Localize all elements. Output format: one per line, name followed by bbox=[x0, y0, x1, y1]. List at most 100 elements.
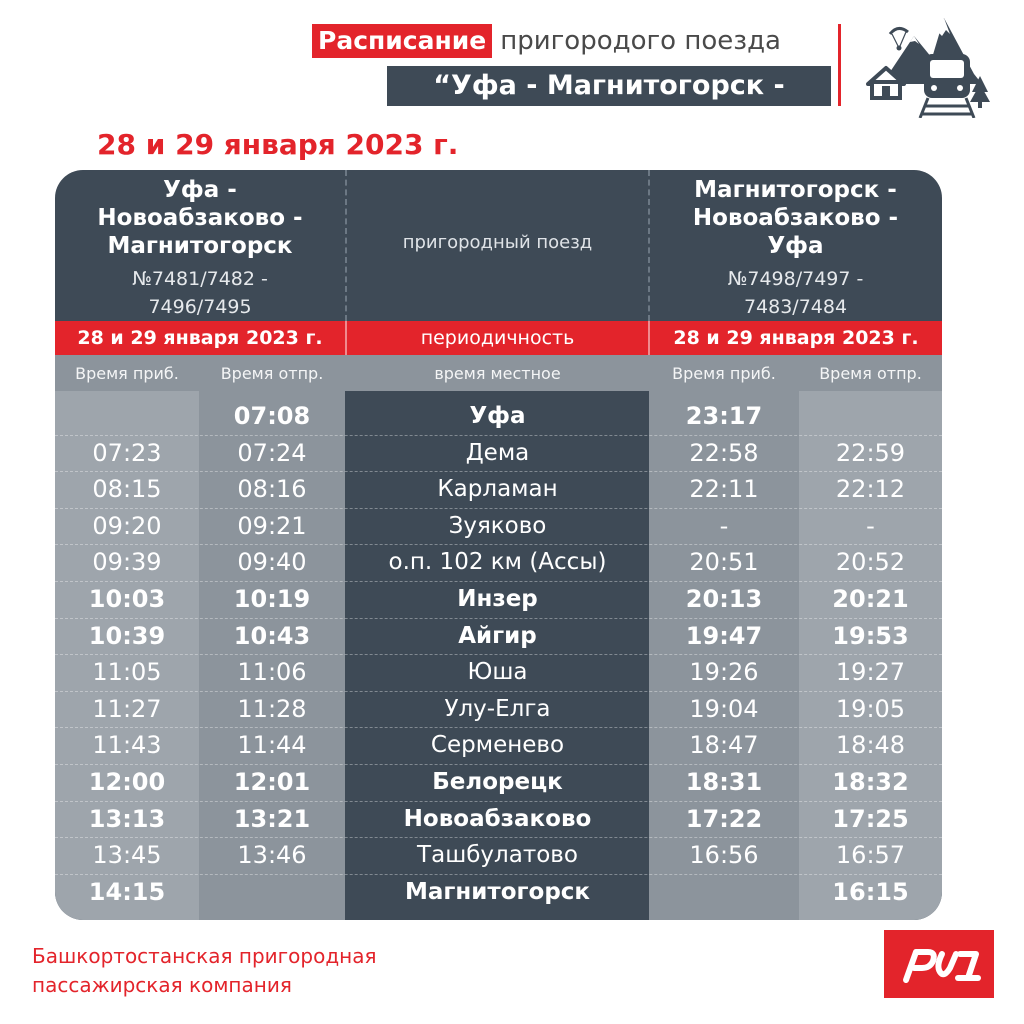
band-separator bbox=[345, 321, 347, 355]
departure-time-left: 09:21 bbox=[237, 511, 307, 540]
departure-time-right: 16:15 bbox=[832, 877, 909, 906]
title-rest: пригородого поезда bbox=[500, 26, 781, 56]
row-divider bbox=[55, 764, 942, 765]
arrival-time-right: 18:31 bbox=[685, 768, 763, 796]
row-divider bbox=[55, 837, 942, 839]
departure-time-right bbox=[799, 398, 942, 435]
date-band: 28 и 29 января 2023 г. периодичность 28 … bbox=[55, 321, 942, 355]
column-bg-departure-right bbox=[799, 391, 942, 920]
arrival-time-right: 17:22 bbox=[685, 804, 763, 833]
right-route-line: Уфа bbox=[767, 233, 824, 259]
arrival-time-left: 11:27 bbox=[92, 694, 162, 723]
departure-time-left: 11:28 bbox=[237, 694, 307, 723]
arrival-time-left: 09:20 bbox=[92, 511, 162, 540]
station-name: Карламан bbox=[437, 476, 558, 503]
table-row: 10:03 10:19 Инзер 20:13 20:21 bbox=[55, 581, 942, 618]
station-name: о.п. 102 км (Ассы) bbox=[388, 549, 607, 576]
title-line: Расписание пригородого поезда bbox=[312, 24, 781, 58]
station-name: Айгир bbox=[458, 622, 537, 649]
arrival-time-left: 14:15 bbox=[88, 877, 166, 906]
row-divider bbox=[55, 581, 942, 582]
table-row: 08:15 08:16 Карламан 22:11 22:12 bbox=[55, 471, 942, 508]
departure-time-right: 18:32 bbox=[832, 768, 909, 796]
station-name: Магнитогорск bbox=[404, 878, 591, 905]
departure-time-left: 10:19 bbox=[233, 585, 311, 613]
departure-time-right: 16:57 bbox=[835, 841, 906, 870]
company-name-line: Башкортостанская пригородная bbox=[32, 944, 377, 968]
station-name: Инзер bbox=[457, 586, 538, 612]
left-train-number-line: №7481/7482 - bbox=[132, 268, 268, 290]
departure-time-right: 22:59 bbox=[835, 438, 906, 467]
station-name: Новоабзаково bbox=[403, 805, 592, 832]
departure-time-left: 07:08 bbox=[233, 402, 311, 430]
departure-time-right: 20:52 bbox=[835, 548, 906, 577]
arrival-time-right: 19:04 bbox=[689, 694, 759, 723]
row-divider bbox=[55, 507, 942, 509]
band-separator bbox=[648, 321, 650, 355]
left-route-line: Новоабзаково - bbox=[97, 205, 303, 231]
row-divider bbox=[55, 727, 942, 729]
table-row: 09:39 09:40 о.п. 102 км (Ассы) 20:51 20:52 bbox=[55, 544, 942, 581]
departure-time-left: 12:01 bbox=[233, 768, 311, 796]
table-row: 13:45 13:46 Ташбулатово 16:56 16:57 bbox=[55, 837, 942, 874]
arrival-time-right: 20:13 bbox=[685, 585, 763, 613]
table-row: 10:39 10:43 Айгир 19:47 19:53 bbox=[55, 618, 942, 655]
route-title: “Уфа - Магнитогорск - Уфа” bbox=[387, 66, 831, 141]
header-separator bbox=[345, 170, 347, 321]
arrival-time-left: 13:45 bbox=[92, 841, 162, 870]
row-divider bbox=[55, 617, 942, 619]
arrival-time-left: 09:39 bbox=[92, 548, 162, 577]
arrival-time-right: 20:51 bbox=[689, 548, 759, 577]
arrival-time-left: 11:05 bbox=[92, 658, 162, 687]
right-route-line: Новоабзаково - bbox=[692, 205, 899, 231]
departure-time-right: 18:48 bbox=[835, 731, 906, 760]
schedule-table: Уфа - Новоабзаково - Магнитогорск №7481/… bbox=[55, 170, 942, 920]
departure-time-left: 11:06 bbox=[237, 658, 307, 687]
arrival-time-right: 19:47 bbox=[685, 621, 763, 650]
rzd-logo-icon bbox=[884, 930, 994, 998]
arrival-time-left bbox=[55, 398, 199, 435]
station-name: Уфа bbox=[469, 403, 526, 429]
company-name: Башкортостанская пригородная пассажирска… bbox=[32, 942, 377, 1000]
arrival-time-right: 22:58 bbox=[689, 438, 759, 467]
station-name: Ташбулатово bbox=[417, 842, 578, 869]
station-name: Дема bbox=[465, 439, 530, 466]
column-headers: Время приб. Время отпр. время местное Вр… bbox=[55, 355, 942, 391]
departure-time-left: 07:24 bbox=[237, 438, 307, 467]
right-train-numbers: №7498/7497 - 7483/7484 bbox=[649, 265, 942, 321]
left-date: 28 и 29 января 2023 г. bbox=[77, 327, 323, 349]
header-arrival-right: Время приб. bbox=[672, 364, 776, 383]
company-name-line: пассажирская компания bbox=[32, 973, 292, 997]
arrival-time-left: 08:15 bbox=[92, 475, 162, 504]
left-train-number-line: 7496/7495 bbox=[148, 296, 252, 318]
column-bg-departure-left bbox=[199, 391, 345, 920]
row-divider bbox=[55, 544, 942, 546]
column-bg-arrival-left bbox=[55, 391, 199, 920]
departure-time-right: 20:21 bbox=[832, 585, 909, 613]
mountain-house-train-icon bbox=[866, 18, 990, 118]
header-departure-right: Время отпр. bbox=[819, 364, 922, 383]
arrival-time-left: 12:00 bbox=[88, 768, 166, 796]
arrival-time-right: 16:56 bbox=[689, 841, 759, 870]
row-divider bbox=[55, 434, 942, 436]
train-type: пригородный поезд bbox=[402, 232, 593, 253]
right-date: 28 и 29 января 2023 г. bbox=[673, 327, 919, 349]
arrival-time-left: 13:13 bbox=[88, 804, 166, 833]
arrival-time-left: 10:03 bbox=[88, 585, 166, 613]
table-row: 09:20 09:21 Зуяково - - bbox=[55, 508, 942, 545]
right-route-line: Магнитогорск - bbox=[694, 177, 897, 203]
title-highlight: Расписание bbox=[312, 24, 493, 58]
departure-time-left bbox=[199, 874, 345, 911]
departure-time-right: 19:05 bbox=[835, 694, 906, 723]
right-train-number-line: 7483/7484 bbox=[743, 296, 848, 318]
table-row: 14:15 Магнитогорск 16:15 bbox=[55, 874, 942, 911]
row-divider bbox=[55, 690, 942, 692]
station-name: Улу-Елга bbox=[444, 695, 551, 722]
station-name: Юша bbox=[467, 659, 528, 686]
departure-time-right: 22:12 bbox=[835, 475, 906, 504]
station-name: Зуяково bbox=[448, 512, 547, 539]
departure-time-left: 13:21 bbox=[233, 804, 311, 833]
header-arrival-left: Время приб. bbox=[75, 364, 179, 383]
column-bg-arrival-right bbox=[649, 391, 799, 920]
arrival-time-right: 22:11 bbox=[689, 475, 759, 504]
